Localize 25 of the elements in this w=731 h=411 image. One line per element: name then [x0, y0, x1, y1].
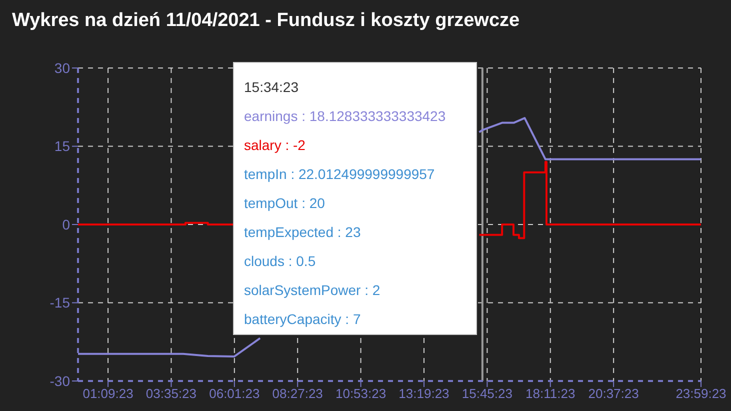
y-tick-label: 0: [62, 216, 70, 232]
chart-title: Wykres na dzień 11/04/2021 - Fundusz i koszty grzewcze: [12, 10, 520, 32]
y-tick-label: -30: [50, 372, 70, 389]
annotation: batteryCapacity : 7: [244, 310, 362, 329]
annotation: tempOut : 20: [244, 194, 326, 213]
y-tick-label: 15: [54, 138, 70, 154]
y-tick-label: -15: [50, 294, 70, 311]
x-tick-label: 06:01:23: [209, 386, 260, 402]
annotation: 15:34:23: [244, 78, 300, 97]
x-tick-label: 03:35:23: [146, 386, 197, 402]
annotation: salary : -2: [244, 136, 306, 155]
x-tick-label: 10:53:23: [335, 386, 386, 402]
x-tick-label: 18:11:23: [526, 386, 576, 402]
annotation: solarSystemPower : 2: [244, 281, 382, 300]
x-tick-label: 15:45:23: [462, 386, 512, 402]
y-tick-label: 30: [54, 60, 70, 76]
x-tick-label: 01:09:23: [82, 386, 134, 402]
annotation: earnings : 18.128333333333423: [244, 107, 447, 126]
x-tick-label: 13:19:23: [398, 386, 450, 402]
x-tick-label: 23:59:23: [676, 386, 726, 402]
annotation: tempExpected : 23: [244, 223, 362, 242]
annotation: tempIn : 22.012499999999957: [244, 165, 436, 184]
annotation: clouds : 0.5: [244, 252, 317, 271]
x-tick-label: 08:27:23: [272, 386, 323, 402]
x-tick-label: 20:37:23: [588, 386, 639, 402]
